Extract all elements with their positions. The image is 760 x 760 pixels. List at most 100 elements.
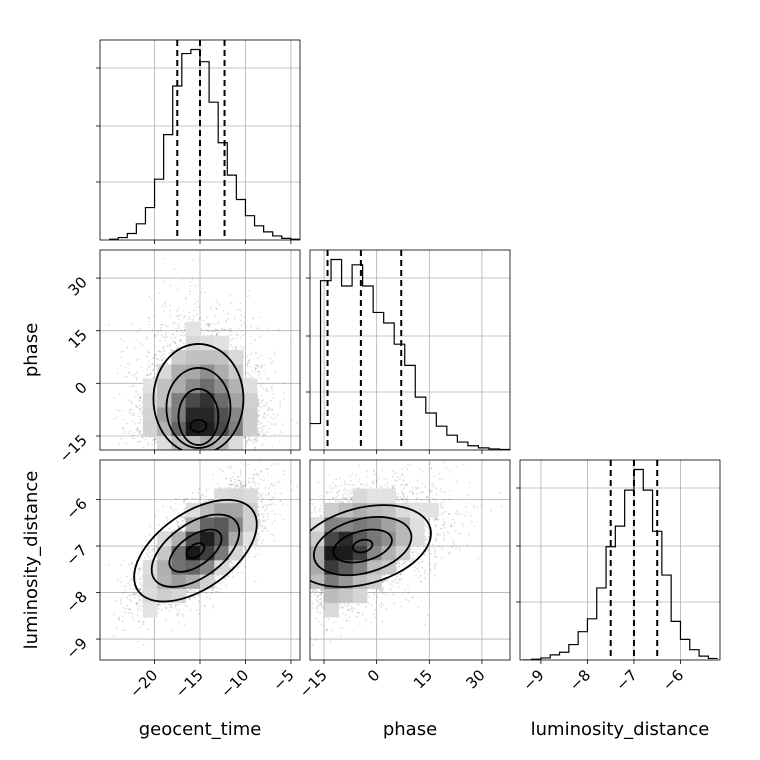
scatter-point: [147, 316, 150, 319]
scatter-point: [267, 421, 270, 424]
scatter-point: [249, 366, 252, 368]
scatter-point: [146, 374, 149, 377]
scatter-point: [270, 422, 273, 425]
scatter-point: [123, 430, 126, 433]
scatter-point: [256, 439, 258, 442]
scatter-point: [258, 335, 261, 338]
scatter-point: [127, 362, 130, 365]
scatter-point: [199, 332, 202, 335]
scatter-point: [229, 329, 232, 332]
scatter-point: [159, 355, 162, 357]
scatter-point: [128, 399, 131, 402]
scatter-point: [137, 422, 139, 424]
scatter-point: [156, 357, 159, 360]
scatter-point: [122, 426, 125, 429]
scatter-point: [264, 434, 267, 436]
scatter-point: [248, 377, 251, 379]
scatter-point: [129, 364, 132, 367]
scatter-point: [137, 393, 140, 396]
scatter-point: [141, 410, 143, 413]
scatter-point: [254, 440, 257, 443]
hist-panel-geocent_time: [96, 39, 301, 244]
scatter-point: [135, 390, 138, 393]
scatter-point: [237, 333, 239, 336]
scatter-point: [147, 442, 149, 445]
scatter-point: [184, 297, 187, 300]
scatter-point: [235, 337, 238, 340]
scatter-point: [137, 399, 140, 402]
scatter-point: [132, 412, 135, 415]
scatter-point: [262, 417, 265, 419]
scatter-point: [254, 368, 257, 371]
scatter-point: [160, 333, 163, 336]
scatter-point: [147, 360, 150, 363]
scatter-point: [307, 354, 309, 356]
scatter-point: [125, 442, 128, 445]
scatter-point: [200, 291, 203, 294]
scatter-point: [247, 439, 250, 441]
scatter-point: [141, 434, 144, 436]
scatter-point: [234, 347, 237, 349]
scatter-point: [254, 437, 257, 440]
scatter-point: [139, 419, 142, 421]
scatter-point: [143, 377, 146, 379]
scatter-point: [257, 398, 260, 401]
scatter-point: [116, 372, 119, 375]
scatter-point: [260, 366, 263, 369]
scatter-point: [149, 372, 152, 375]
scatter-point: [139, 404, 142, 407]
scatter-point: [154, 335, 156, 338]
scatter-point: [258, 410, 260, 413]
scatter-point: [235, 347, 237, 350]
scatter-point: [296, 421, 299, 424]
scatter-point: [158, 292, 161, 295]
scatter-point: [160, 323, 163, 326]
scatter-point: [255, 364, 258, 367]
scatter-point: [135, 404, 137, 407]
scatter-point: [289, 341, 292, 344]
scatter-point: [139, 396, 142, 399]
scatter-point: [178, 318, 180, 321]
scatter-point: [268, 427, 271, 430]
scatter-point: [260, 405, 263, 408]
scatter-point: [243, 322, 246, 325]
scatter-point: [255, 438, 258, 441]
scatter-point: [191, 318, 194, 321]
scatter-point: [156, 333, 159, 336]
scatter-point: [248, 362, 251, 364]
scatter-point: [215, 328, 218, 331]
scatter-point: [145, 338, 148, 341]
scatter-point: [271, 396, 274, 399]
scatter-point: [151, 363, 154, 366]
scatter-point: [169, 304, 172, 307]
scatter-point: [128, 371, 130, 374]
scatter-point: [250, 353, 253, 355]
scatter-point: [129, 430, 132, 432]
scatter-clip-group: [108, 257, 309, 450]
scatter-point: [148, 366, 151, 369]
histogram-clip-group: [109, 40, 300, 240]
scatter-point: [141, 413, 143, 416]
scatter-point: [243, 316, 246, 319]
scatter-point: [262, 434, 265, 437]
scatter-point: [184, 334, 186, 337]
scatter-point: [170, 336, 172, 339]
scatter-point: [245, 363, 248, 366]
scatter-point: [257, 404, 259, 406]
scatter-point: [240, 324, 243, 327]
scatter-point: [138, 430, 141, 433]
scatter-point: [216, 333, 219, 336]
scatter-point: [139, 397, 142, 400]
scatter-point: [140, 408, 142, 411]
scatter-point: [130, 400, 133, 403]
scatter-point: [133, 437, 135, 440]
scatter-point: [146, 374, 149, 377]
scatter-point: [243, 352, 246, 355]
scatter-point: [163, 280, 165, 283]
scatter-point: [154, 354, 157, 357]
scatter-point: [131, 437, 134, 440]
scatter-point: [221, 327, 224, 330]
scatter-point: [233, 317, 236, 320]
scatter-point: [239, 345, 242, 348]
scatter-point: [149, 373, 152, 375]
